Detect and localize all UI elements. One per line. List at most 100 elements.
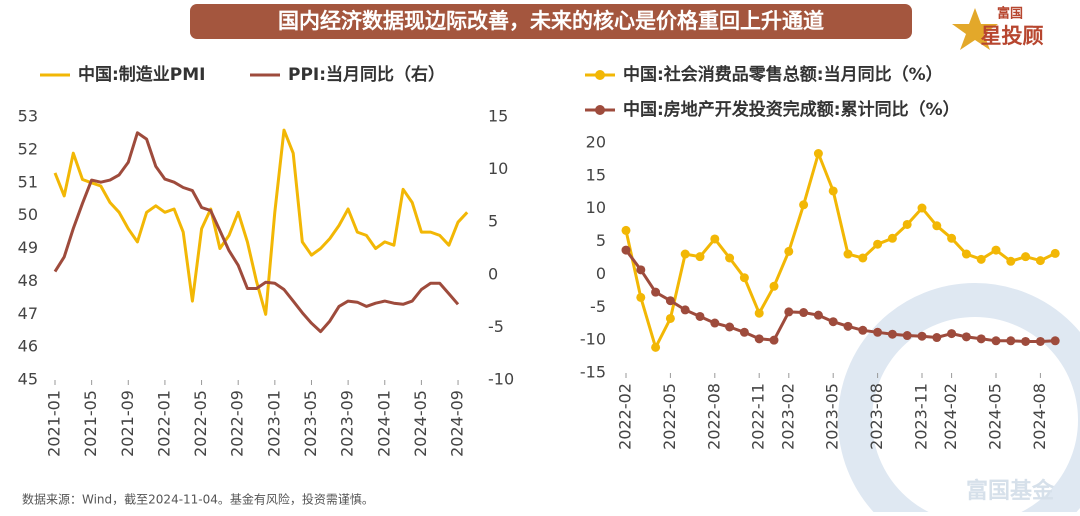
marker <box>665 296 675 306</box>
marker <box>769 335 779 345</box>
marker <box>725 322 735 332</box>
marker <box>976 334 986 344</box>
marker <box>739 327 749 337</box>
x-tick-label: 2023-09 <box>338 390 357 457</box>
series-line <box>53 131 460 334</box>
marker <box>754 334 764 344</box>
x-tick-label: 2023-08 <box>867 383 886 450</box>
x-tick-label: 2024-09 <box>448 390 467 457</box>
x-tick-label: 2021-01 <box>45 390 64 457</box>
x-tick-label: 2022-09 <box>228 390 247 457</box>
marker <box>680 249 690 259</box>
marker <box>873 239 883 249</box>
y-tick-label: 50 <box>18 205 38 224</box>
marker <box>858 253 868 263</box>
marker <box>932 333 942 343</box>
series-line <box>624 152 1056 349</box>
marker <box>1035 336 1045 346</box>
y2-tick-label: 5 <box>488 212 498 231</box>
marker <box>621 225 631 235</box>
marker <box>680 305 690 315</box>
marker <box>976 254 986 264</box>
marker <box>991 336 1001 346</box>
marker <box>961 249 971 259</box>
marker <box>828 186 838 196</box>
marker <box>695 311 705 321</box>
series-line <box>53 128 469 316</box>
marker <box>902 219 912 229</box>
x-tick-label: 2023-05 <box>823 383 842 450</box>
y-tick-label: 10 <box>586 198 606 217</box>
marker <box>799 308 809 318</box>
y-tick-label: 15 <box>586 165 606 184</box>
marker <box>710 318 720 328</box>
legend-marker <box>595 105 605 115</box>
marker <box>754 308 764 318</box>
logo-top: 富国 <box>997 6 1023 22</box>
logo-star <box>952 8 998 50</box>
y-tick-label: 48 <box>18 271 38 290</box>
marker <box>710 234 720 244</box>
marker <box>665 313 675 323</box>
marker <box>769 281 779 291</box>
watermark: 富国基金 <box>966 478 1055 504</box>
marker <box>947 329 957 339</box>
legend-label: 中国:房地产开发投资完成额:累计同比（%） <box>623 99 960 120</box>
marker <box>799 200 809 210</box>
marker <box>902 331 912 341</box>
y-tick-label: -15 <box>580 363 606 382</box>
marker <box>725 253 735 263</box>
y-tick-label: 45 <box>18 370 38 389</box>
marker <box>917 331 927 341</box>
marker <box>858 325 868 335</box>
marker <box>695 252 705 262</box>
x-tick-label: 2022-08 <box>704 383 723 450</box>
y-tick-label: 47 <box>18 304 38 323</box>
x-tick-label: 2023-05 <box>301 390 320 457</box>
x-tick-label: 2022-05 <box>660 383 679 450</box>
x-tick-label: 2024-02 <box>941 383 960 450</box>
legend-label: 中国:制造业PMI <box>78 64 206 85</box>
y2-tick-label: 10 <box>488 159 508 178</box>
y-tick-label: 20 <box>586 133 606 152</box>
title: 国内经济数据现边际改善，未来的核心是价格重回上升通道 <box>278 9 824 33</box>
y2-tick-label: 15 <box>488 107 508 126</box>
marker <box>784 246 794 256</box>
title-banner <box>190 4 912 39</box>
marker <box>1021 252 1031 262</box>
legend-label: PPI:当月同比（右） <box>288 64 445 85</box>
y-tick-label: -10 <box>580 330 606 349</box>
x-tick-label: 2021-05 <box>81 390 100 457</box>
x-tick-label: 2022-01 <box>154 390 173 457</box>
x-tick-label: 2024-08 <box>1030 383 1049 450</box>
marker <box>887 233 897 243</box>
marker <box>739 273 749 283</box>
marker <box>843 321 853 331</box>
y-tick-label: -5 <box>590 297 606 316</box>
x-tick-label: 2024-05 <box>411 390 430 457</box>
marker <box>1006 256 1016 266</box>
legend-label: 中国:社会消费品零售总额:当月同比（%） <box>623 64 943 85</box>
marker <box>961 332 971 342</box>
x-tick-label: 2024-05 <box>986 383 1005 450</box>
marker <box>917 203 927 213</box>
y-tick-label: 0 <box>596 264 606 283</box>
marker <box>947 233 957 243</box>
marker <box>1006 336 1016 346</box>
x-tick-label: 2021-09 <box>118 390 137 457</box>
marker <box>1050 336 1060 346</box>
y-tick-label: 46 <box>18 337 38 356</box>
marker <box>813 310 823 320</box>
y-tick-label: 5 <box>596 231 606 250</box>
watermark-ring <box>838 283 1080 516</box>
marker <box>1035 256 1045 266</box>
marker <box>651 342 661 352</box>
x-tick-label: 2022-02 <box>616 383 635 450</box>
y2-tick-label: -5 <box>488 317 504 336</box>
x-tick-label: 2024-01 <box>374 390 393 457</box>
x-tick-label: 2022-11 <box>749 383 768 450</box>
x-tick-label: 2023-11 <box>912 383 931 450</box>
logo-main: 星投顾 <box>981 24 1044 48</box>
marker <box>1021 336 1031 346</box>
